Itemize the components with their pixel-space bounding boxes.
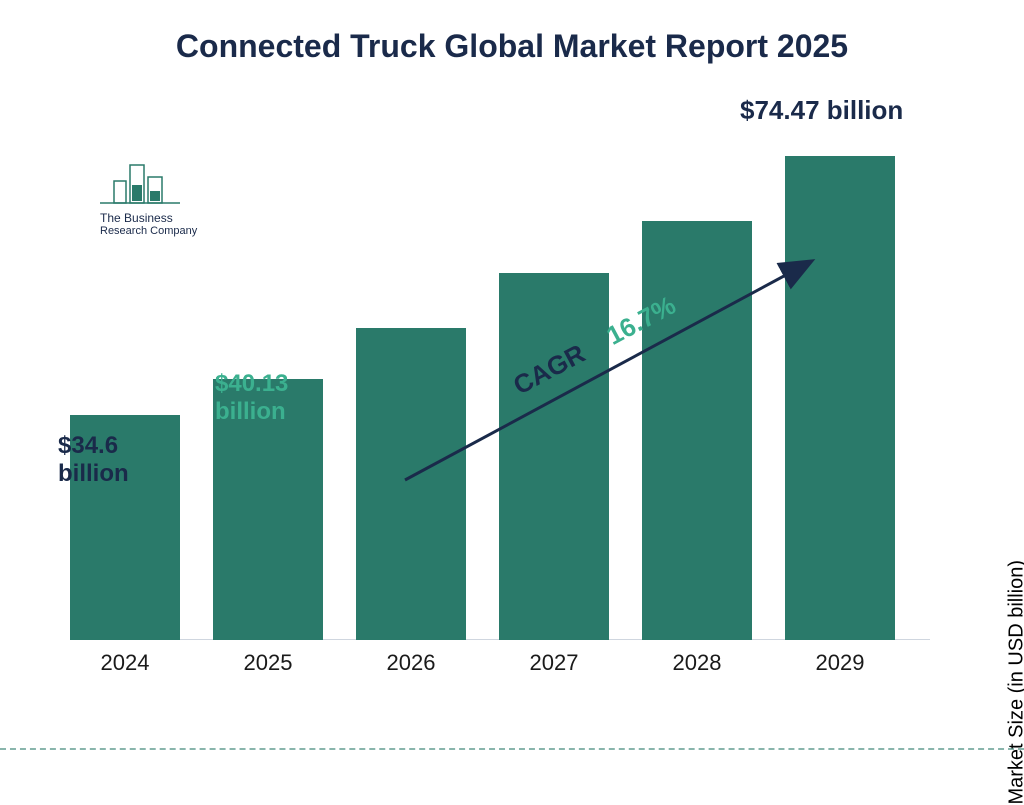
callout-2024-l1: $34.6 [58, 432, 129, 460]
bottom-divider [0, 748, 1024, 750]
chart-area: 202420252026202720282029 CAGR 16.7% [70, 110, 930, 680]
xlabel-2027: 2027 [499, 650, 609, 676]
callout-2025: $40.13 billion [215, 370, 288, 425]
bar-2028 [642, 221, 752, 640]
bar-2026 [356, 328, 466, 640]
bars-region [70, 120, 930, 640]
callout-2029: $74.47 billion [740, 96, 903, 126]
chart-title: Connected Truck Global Market Report 202… [0, 28, 1024, 65]
callout-2024: $34.6 billion [58, 432, 129, 487]
xlabel-2024: 2024 [70, 650, 180, 676]
callout-2025-l1: $40.13 [215, 370, 288, 398]
xlabel-2028: 2028 [642, 650, 752, 676]
callout-2025-l2: billion [215, 398, 288, 426]
callout-2029-l1: $74.47 billion [740, 95, 903, 125]
bar-2029 [785, 156, 895, 640]
xlabel-2025: 2025 [213, 650, 323, 676]
xlabel-2029: 2029 [785, 650, 895, 676]
callout-2024-l2: billion [58, 460, 129, 488]
xlabel-2026: 2026 [356, 650, 466, 676]
